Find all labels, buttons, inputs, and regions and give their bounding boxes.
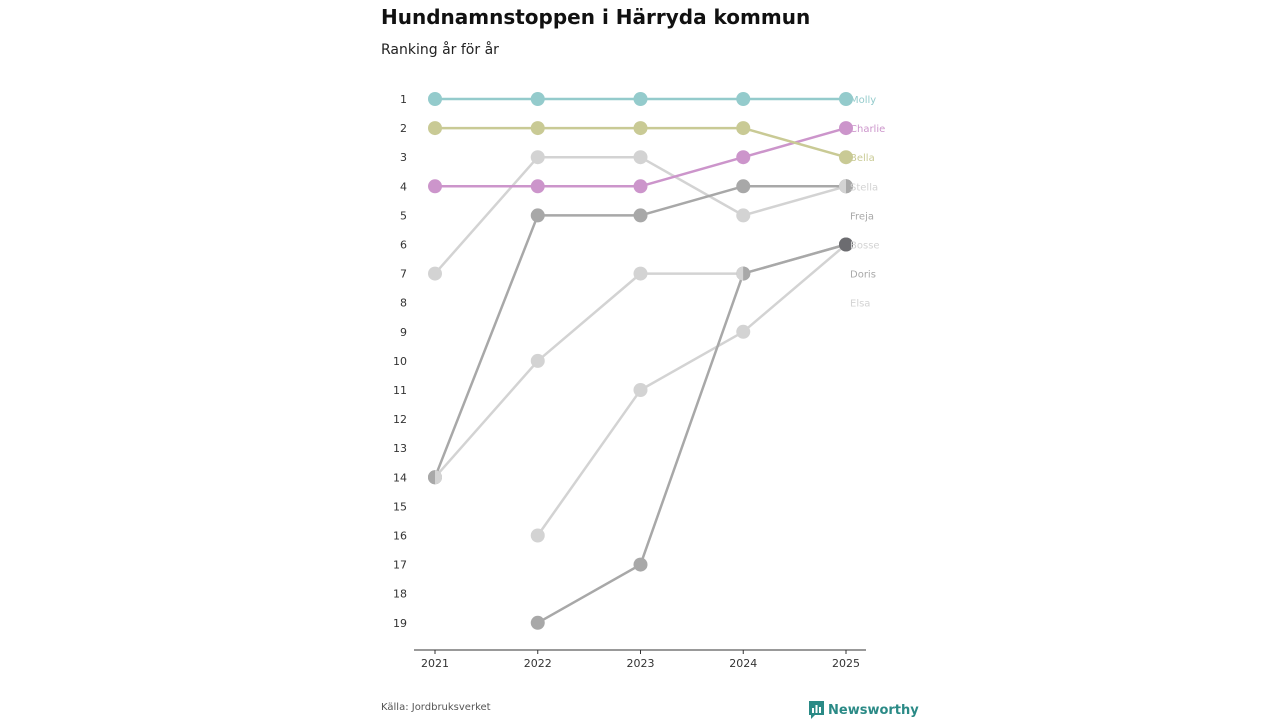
point-bella-2023[interactable] [633, 121, 648, 136]
y-tick-label: 5 [400, 209, 407, 222]
end-label-elsa: Elsa [850, 299, 870, 310]
y-tick-label: 8 [400, 297, 407, 310]
y-tick-label: 7 [400, 268, 407, 281]
point-elsa-2023[interactable] [633, 383, 648, 397]
end-label-freja: Freja [850, 211, 874, 222]
series-line-bosse[interactable] [537, 243, 847, 624]
point-doris-2022[interactable] [530, 353, 545, 368]
y-tick-label: 14 [393, 471, 407, 484]
point-molly-2023[interactable] [633, 92, 648, 106]
point-molly-2022[interactable] [530, 92, 545, 106]
shared-marker-right-half [846, 237, 853, 252]
point-bella-2022[interactable] [530, 121, 545, 136]
point-molly-2025[interactable] [839, 92, 853, 106]
point-charlie-2023[interactable] [633, 179, 648, 194]
y-tick-label: 1 [400, 93, 407, 106]
point-stella-2021[interactable] [428, 266, 442, 281]
end-label-bella: Bella [850, 153, 875, 164]
point-freja-2023[interactable] [633, 208, 648, 223]
source-note: Källa: Jordbruksverket [381, 702, 491, 713]
shared-marker-left-half [736, 266, 744, 281]
point-charlie-2025[interactable] [839, 121, 853, 136]
y-tick-label: 12 [393, 413, 407, 426]
end-label-bosse: Bosse [850, 241, 880, 252]
point-freja-2024[interactable] [736, 179, 751, 194]
chart-subtitle: Ranking år för år [381, 42, 499, 58]
point-bosse-2023[interactable] [633, 557, 648, 572]
point-molly-2024[interactable] [736, 92, 751, 106]
point-bella-2025[interactable] [839, 150, 853, 165]
point-bosse-2022[interactable] [530, 615, 545, 630]
brand-name: Newsworthy [828, 702, 919, 718]
point-elsa-2022[interactable] [530, 528, 545, 543]
point-stella-2023[interactable] [633, 150, 648, 165]
chart-title: Hundnamnstoppen i Härryda kommun [381, 5, 811, 29]
point-bella-2024[interactable] [736, 121, 751, 136]
y-tick-label: 2 [400, 122, 407, 135]
y-tick-label: 4 [400, 180, 407, 193]
point-elsa-2024[interactable] [736, 324, 751, 339]
point-molly-2021[interactable] [428, 92, 442, 106]
point-charlie-2022[interactable] [530, 179, 545, 194]
y-tick-label: 11 [393, 384, 407, 397]
y-tick-label: 19 [393, 617, 407, 630]
y-tick-label: 17 [393, 559, 407, 572]
y-tick-label: 3 [400, 151, 407, 164]
point-bella-2021[interactable] [428, 121, 442, 136]
point-doris-2023[interactable] [633, 266, 648, 281]
shared-marker-right-half [435, 470, 443, 485]
newsworthy-brand[interactable]: Newsworthy [809, 701, 919, 719]
point-stella-2024[interactable] [736, 208, 751, 223]
end-label-molly: Molly [850, 95, 876, 106]
newsworthy-logo-icon [809, 701, 824, 719]
y-tick-label: 13 [393, 442, 407, 455]
x-tick-label: 2024 [729, 657, 757, 670]
end-label-doris: Doris [850, 270, 876, 281]
y-tick-label: 9 [400, 326, 407, 339]
x-tick-label: 2025 [832, 657, 860, 670]
point-charlie-2021[interactable] [428, 179, 442, 194]
x-tick-label: 2023 [627, 657, 655, 670]
end-label-charlie: Charlie [850, 124, 885, 135]
shared-marker-left-half [839, 179, 846, 194]
shared-marker-left-half [839, 237, 846, 252]
shared-marker-left-half [428, 470, 435, 485]
y-tick-label: 15 [393, 500, 407, 513]
point-stella-2022[interactable] [530, 150, 545, 165]
point-freja-2022[interactable] [530, 208, 545, 223]
series-line-freja[interactable] [433, 185, 846, 478]
x-tick-label: 2022 [524, 657, 552, 670]
shared-marker-right-half [846, 179, 853, 194]
y-tick-label: 18 [393, 588, 407, 601]
y-tick-label: 10 [393, 355, 407, 368]
end-label-stella: Stella [850, 182, 878, 193]
y-tick-label: 6 [400, 239, 407, 252]
shared-marker-right-half [743, 266, 751, 281]
point-charlie-2024[interactable] [736, 150, 751, 165]
series-line-elsa[interactable] [536, 243, 847, 537]
x-tick-label: 2021 [421, 657, 449, 670]
y-tick-label: 16 [393, 530, 407, 543]
